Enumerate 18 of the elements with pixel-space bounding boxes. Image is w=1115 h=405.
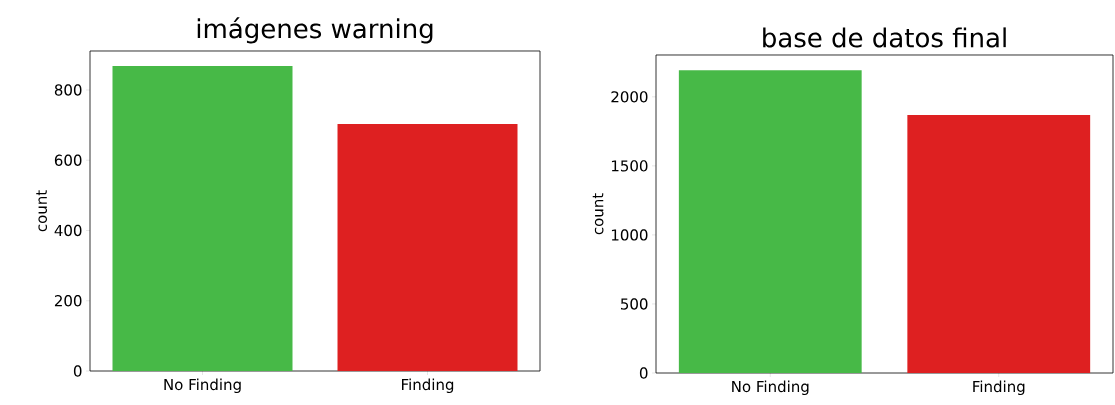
y-tick-label: 800 (54, 84, 82, 96)
x-tick-label: No Finding (732, 380, 809, 396)
chart-title: imágenes warning (197, 17, 433, 44)
chart-title: base de datos final (763, 27, 1006, 48)
y-tick-label: 1500 (611, 160, 648, 172)
x-tick-label: No Finding (164, 378, 241, 394)
y-tick-label: 0 (639, 367, 648, 379)
y-tick-label: 400 (54, 224, 82, 237)
y-tick-label: 200 (54, 295, 82, 307)
y-tick-label: 2000 (611, 91, 648, 103)
y-tick-label: 600 (54, 154, 82, 166)
y-axis-title: count (36, 190, 48, 232)
y-tick-label: 1000 (611, 229, 648, 241)
x-tick-label: Finding (402, 378, 454, 394)
y-tick-label: 0 (73, 365, 82, 377)
y-tick-label: 500 (621, 298, 648, 310)
y-axis-title: count (592, 193, 604, 235)
x-tick-label: Finding (973, 380, 1025, 396)
